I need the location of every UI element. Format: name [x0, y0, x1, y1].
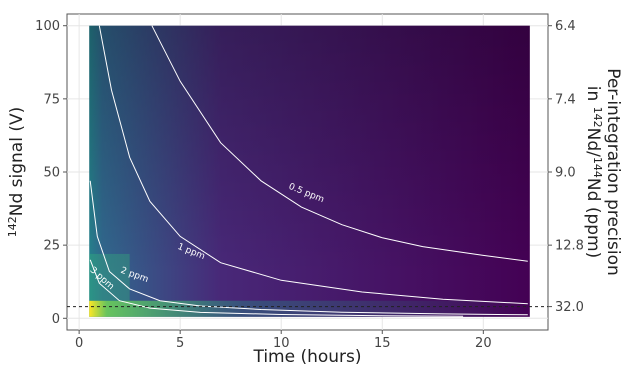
- y-axis-title: 142Nd signal (V): [6, 107, 27, 238]
- x-tick-label: 10: [273, 336, 290, 351]
- x-axis-ticks: 0 5 10 15 20: [75, 330, 492, 351]
- y-axis-title-text: Nd signal (V): [7, 107, 27, 217]
- y-tick-label: 25: [43, 239, 60, 254]
- contour-lines: [89, 25, 528, 317]
- right-axis-title-part-in: in: [583, 86, 603, 107]
- right-tick-label: 7.4: [555, 92, 576, 107]
- right-axis-title-sup-142: 142: [591, 107, 604, 128]
- right-axis-title-part-nd: Nd/: [583, 128, 603, 158]
- right-axis-title-line1: Per-integration precision: [603, 68, 623, 276]
- right-tick-label: 9.0: [555, 166, 576, 181]
- y-tick-label: 0: [52, 312, 60, 327]
- right-axis-ticks: 6.4 7.4 9.0 12.8 32.0: [548, 19, 584, 315]
- y-axis-title-superscript: 142: [6, 216, 19, 237]
- y-tick-label: 50: [43, 166, 60, 181]
- x-tick-label: 15: [374, 336, 391, 351]
- y-axis-ticks: 0 25 50 75 100: [35, 19, 67, 327]
- x-tick-label: 20: [475, 336, 492, 351]
- x-tick-label: 5: [176, 336, 184, 351]
- heatmap-early-time-band: [89, 253, 130, 301]
- right-axis-title: Per-integration precision in 142Nd/144Nd…: [583, 68, 623, 276]
- contour-line: [89, 180, 528, 316]
- right-axis-title-line2: in 142Nd/144Nd (ppm): [583, 86, 604, 258]
- x-axis-title: Time (hours): [252, 347, 361, 367]
- right-tick-label: 32.0: [555, 300, 584, 315]
- contour-line: [98, 25, 528, 305]
- heatmap-intensity-overlay: [89, 25, 530, 317]
- contour-line: [89, 259, 464, 317]
- y-tick-label: 75: [43, 92, 60, 107]
- right-axis-title-part-unit: Nd (ppm): [583, 178, 603, 258]
- right-tick-label: 12.8: [555, 239, 584, 254]
- x-tick-label: 0: [75, 336, 83, 351]
- right-tick-label: 6.4: [555, 19, 576, 34]
- contour-line: [151, 25, 528, 262]
- y-tick-label: 100: [35, 19, 60, 34]
- right-axis-title-sup-144: 144: [591, 157, 604, 178]
